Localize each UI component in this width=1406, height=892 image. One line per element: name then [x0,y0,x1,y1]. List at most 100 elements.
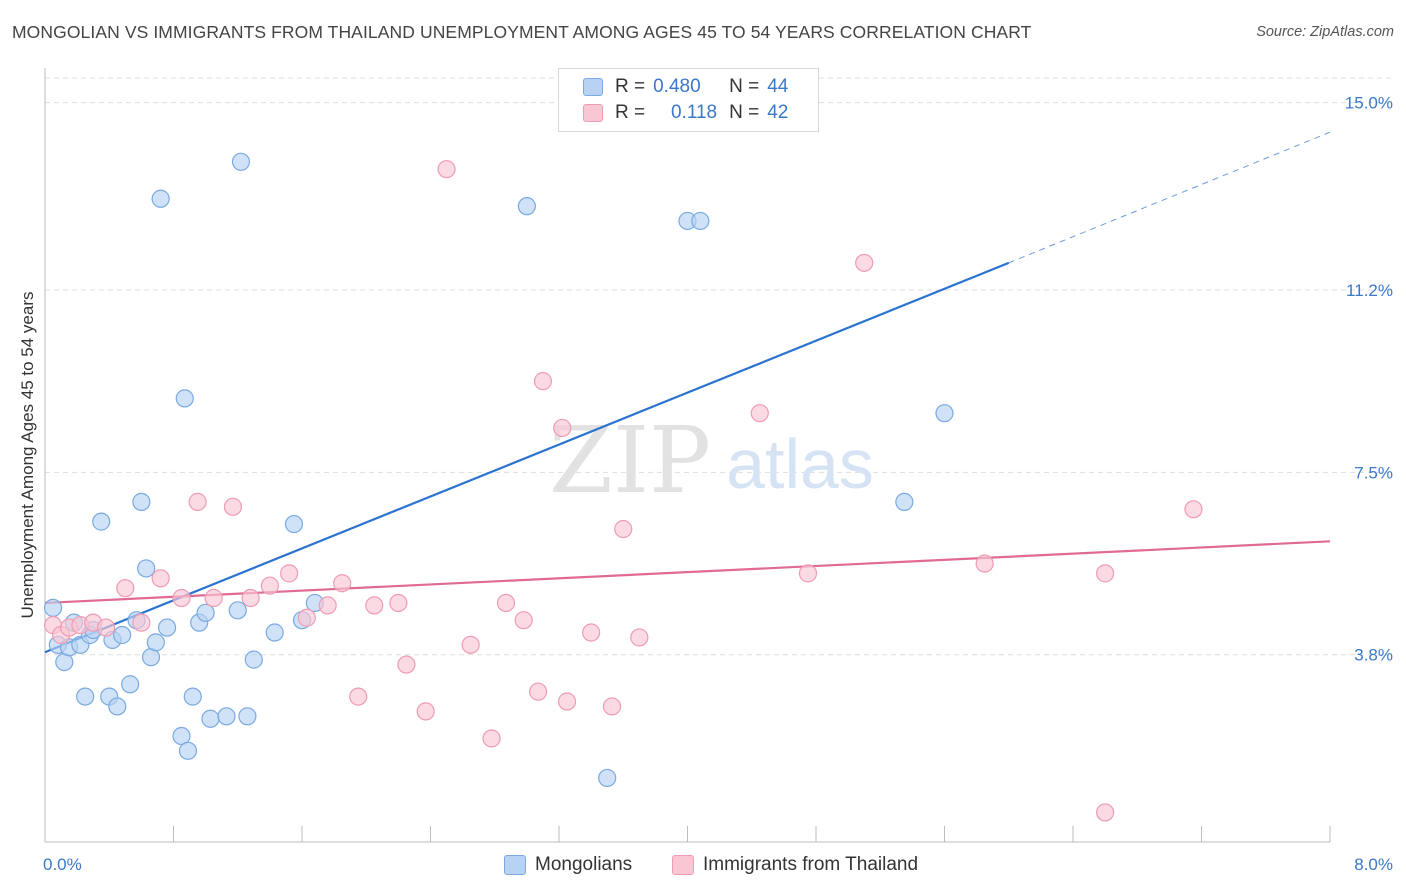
thailand-point [1096,564,1115,583]
thailand-point [750,404,769,423]
mongolian-point [132,492,151,511]
legend-r-value: 0.480 [653,76,701,97]
mongolian-point [137,559,156,578]
axes [44,68,1331,843]
legend-label-mongolians: Mongolians [535,854,633,875]
mongolian-point [112,625,132,645]
correlation-legend: R = 0.480 N = 44 R = 0.118 N = 42 [558,68,819,132]
legend-r-label: R = [615,102,646,123]
thailand-point [1096,803,1115,822]
trend-lines [44,131,1331,654]
watermark-zip: ZIP [549,407,711,514]
mongolian-point [151,189,170,208]
mongolian-point [157,618,177,637]
legend-item-thailand[interactable]: Immigrants from Thailand [672,851,918,879]
thailand-point [461,635,480,654]
thailand-trend-line [44,540,1331,605]
legend-n-value: 42 [767,102,789,123]
thailand-point [96,618,116,637]
legend-n-label: N = [729,102,760,123]
thailand-point [280,564,299,583]
thailand-point [397,655,416,674]
thailand-point [614,519,633,539]
mongolian-point [238,707,257,726]
mongolian-point [228,601,247,620]
mongolian-point [183,687,202,706]
thailand-point [529,682,548,701]
legend-row-thailand: R = 0.118 N = 42 [583,101,788,125]
legend-swatch-thailand [672,855,694,875]
mongolian-point [284,514,304,534]
legend-swatch-mongolians [504,855,526,875]
mongolian-point [231,152,251,171]
mongolian-point [175,389,194,408]
thailand-point [172,588,191,608]
mongolian-point [935,404,954,423]
y-tick-label: 11.2% [1346,281,1393,300]
source-label: Source: ZipAtlas.com [1256,24,1394,40]
thailand-point [260,576,279,595]
mongolian-point [201,709,220,728]
legend-n-value: 44 [767,76,789,97]
thailand-point [333,574,352,593]
legend-row-mongolians: R = 0.480 N = 44 [583,75,788,99]
thailand-point [297,608,316,627]
mongolian-point [598,768,617,788]
mongolian-point [265,623,284,642]
thailand-point [482,729,501,748]
data-points [43,152,1203,822]
y-tick-label: 7.5% [1354,463,1393,482]
legend-r-label: R = [615,76,646,97]
legend-n-label: N = [729,76,760,97]
legend-swatch-thailand [583,104,603,122]
chart-title: MONGOLIAN VS IMMIGRANTS FROM THAILAND UN… [12,22,1032,42]
mongolian-point [196,603,215,622]
legend-r-value: 0.118 [670,102,718,123]
mongolian-point [76,687,95,706]
x-tick-label-min: 0.0% [43,855,82,874]
mongolian-point [108,697,127,716]
thailand-point [514,611,533,630]
thailand-point [365,596,384,615]
mongolian-trend-line [44,261,1010,654]
thailand-point [188,492,207,511]
mongolian-point [146,633,165,652]
mongolian-point [217,707,236,726]
thailand-point [416,702,435,721]
watermark-atlas: atlas [726,425,874,503]
thailand-point [204,588,223,608]
thailand-point [437,160,456,179]
y-tick-label: 15.0% [1345,94,1393,113]
thailand-point [798,564,818,583]
mongolian-point [517,197,536,216]
mongolian-trend-extension [1008,131,1331,264]
thailand-point [855,253,874,272]
thailand-point [389,593,408,613]
series-legend: Mongolians Immigrants from Thailand [0,851,1406,879]
thailand-point [533,372,553,391]
y-tick-label: 3.8% [1354,646,1393,665]
legend-item-mongolians[interactable]: Mongolians [504,851,632,879]
mongolian-point [895,492,914,511]
thailand-point [116,579,135,598]
y-axis-label: Unemployment Among Ages 45 to 54 years [18,291,37,619]
mongolian-point [43,598,63,617]
thailand-point [151,569,170,588]
thailand-point [496,593,516,613]
legend-label-thailand: Immigrants from Thailand [703,854,919,875]
watermark: ZIP atlas [549,407,874,514]
x-tick-label-max: 8.0% [1354,855,1393,874]
mongolian-point [92,512,111,531]
thailand-point [557,692,577,711]
thailand-point [132,613,151,632]
mongolian-point [244,650,263,669]
thailand-point [553,418,572,438]
thailand-point [602,697,622,716]
mongolian-point [121,675,140,694]
mongolian-point [691,211,710,231]
thailand-point [349,687,368,706]
mongolian-point [178,741,198,760]
thailand-point [318,596,337,615]
thailand-point [1184,500,1203,519]
